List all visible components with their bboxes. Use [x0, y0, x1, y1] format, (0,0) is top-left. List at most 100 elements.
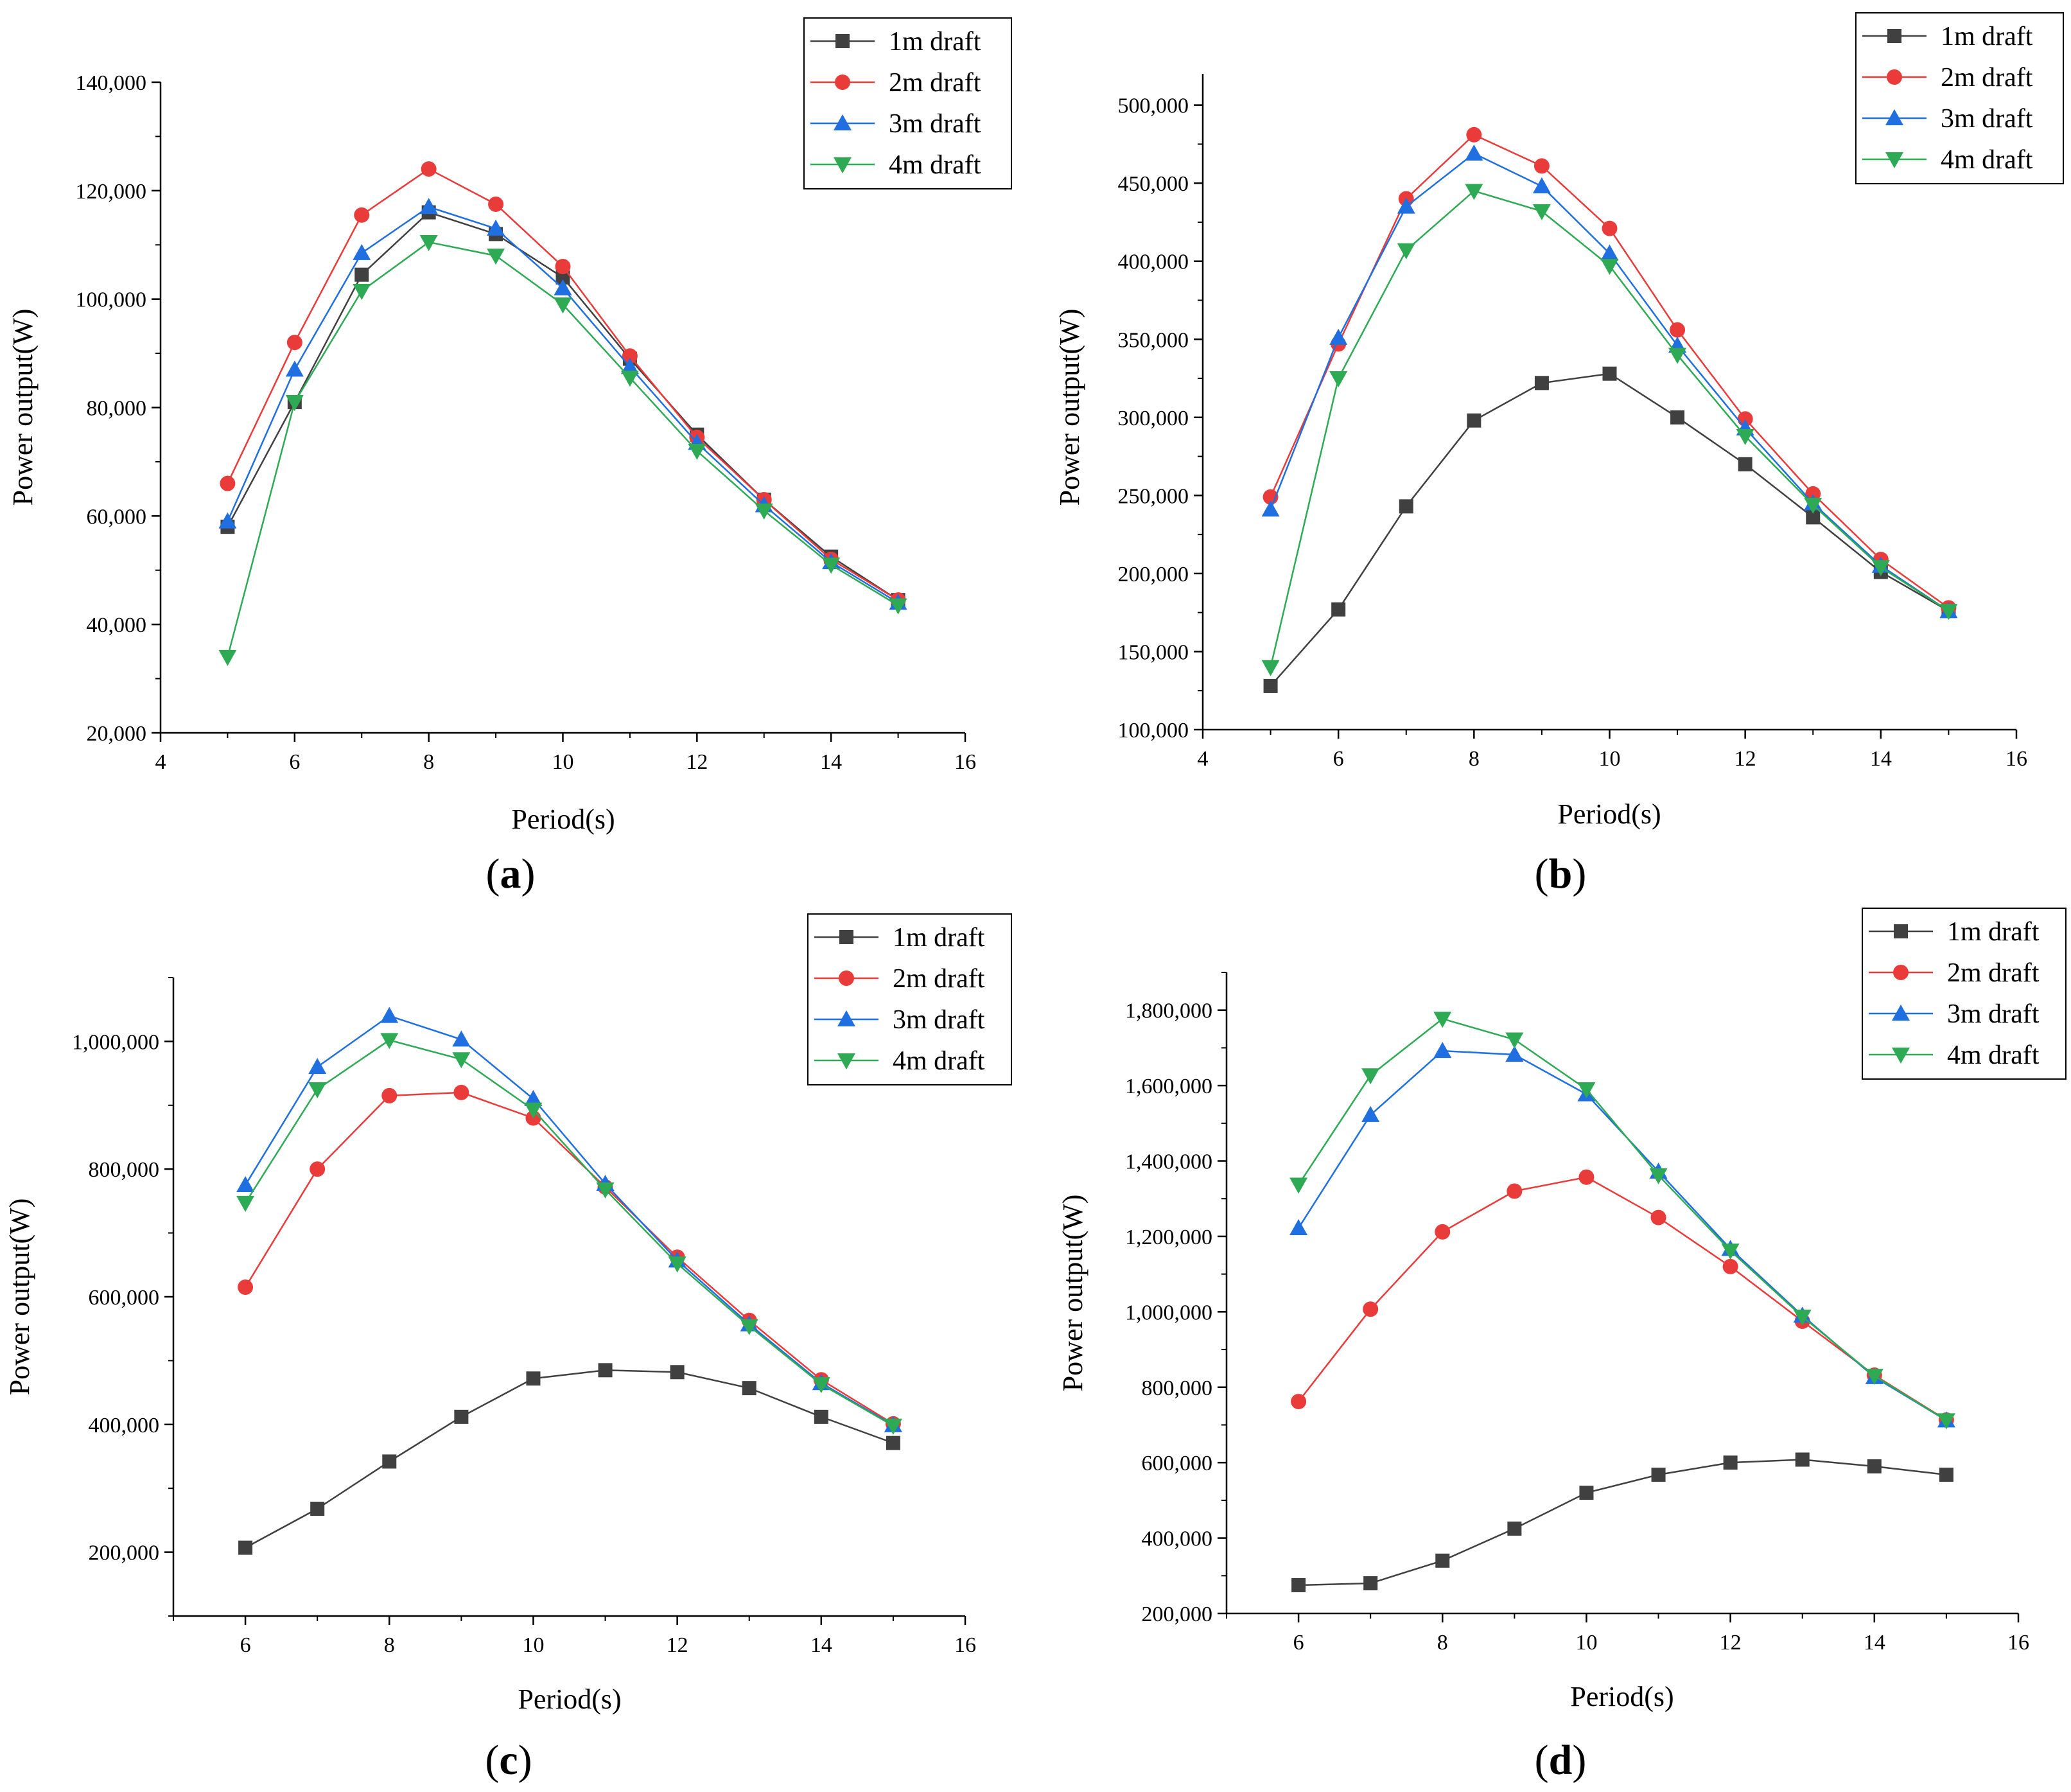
x-tick-label: 16 — [954, 750, 976, 774]
series-line — [1298, 1459, 1947, 1586]
series-line — [1298, 1017, 1947, 1421]
series-line — [1298, 1050, 1947, 1421]
data-point — [1722, 1258, 1738, 1274]
data-point — [1507, 1521, 1522, 1536]
legend-label: 2m draft — [889, 68, 981, 98]
data-point — [285, 360, 304, 377]
data-point — [1668, 347, 1687, 364]
y-tick-label: 1,000,000 — [1125, 1301, 1212, 1324]
data-point — [1600, 259, 1619, 276]
data-point — [1867, 1459, 1882, 1474]
series-line — [245, 1091, 894, 1425]
data-point — [1465, 144, 1483, 161]
data-point — [1602, 366, 1617, 381]
x-tick-label: 16 — [2005, 747, 2027, 771]
legend-label: 1m draft — [1947, 917, 2040, 947]
data-point — [1263, 678, 1278, 693]
data-point — [1261, 500, 1280, 517]
y-axis-title: Power output(W) — [7, 309, 39, 506]
x-tick-label: 14 — [1864, 1631, 1885, 1655]
series-line — [227, 168, 899, 601]
data-point — [1937, 1413, 1955, 1430]
data-point — [554, 279, 572, 295]
data-point — [526, 1371, 541, 1386]
data-point — [524, 1102, 543, 1119]
x-tick-label: 8 — [1469, 747, 1480, 771]
x-tick-label: 8 — [384, 1633, 395, 1657]
legend-marker — [1885, 109, 1903, 125]
legend-marker — [1885, 152, 1903, 168]
y-tick-label: 20,000 — [87, 722, 147, 746]
legend: 1m draft 2m draft 3m draft 4m draft — [1862, 908, 2067, 1080]
x-axis-title: Period(s) — [1557, 798, 1661, 830]
data-point — [353, 243, 371, 260]
data-point — [354, 207, 370, 223]
data-point — [1577, 1082, 1596, 1098]
legend: 1m draft 2m draft 3m draft 4m draft — [807, 913, 1012, 1085]
data-point — [421, 161, 437, 177]
data-point — [620, 371, 639, 387]
x-tick-label: 14 — [810, 1633, 832, 1657]
data-point — [454, 1409, 469, 1424]
data-point — [1329, 328, 1348, 345]
data-point — [670, 1365, 685, 1380]
data-point — [1397, 197, 1415, 214]
data-point — [755, 503, 773, 520]
data-point — [620, 358, 639, 374]
x-tick-label: 10 — [552, 750, 574, 774]
panel-d: 6 8 10 12 14 16 200,000 400,000 600,000 800,000 1,… — [1057, 908, 2067, 1784]
data-point — [419, 235, 438, 252]
series-2m-draft — [220, 161, 906, 608]
data-point — [1435, 1553, 1450, 1568]
data-point — [238, 1540, 253, 1555]
data-point — [286, 335, 302, 351]
series-3m-draft — [1261, 144, 1958, 619]
data-point — [1723, 1455, 1738, 1470]
data-point — [1865, 1369, 1883, 1385]
data-point — [622, 348, 638, 364]
data-point — [524, 1089, 543, 1106]
data-point — [1363, 1301, 1379, 1317]
data-point — [812, 1377, 830, 1394]
series-4m-draft — [1261, 184, 1958, 676]
y-tick-label: 400,000 — [1142, 1527, 1213, 1551]
series-3m-draft — [1289, 1042, 1955, 1428]
legend-marker — [1893, 965, 1909, 980]
data-point — [1651, 1467, 1666, 1482]
y-tick-label: 1,000,000 — [72, 1030, 159, 1054]
data-point — [1466, 127, 1482, 143]
series-line — [245, 1015, 894, 1426]
data-point — [310, 1161, 326, 1177]
data-point — [1793, 1309, 1812, 1326]
legend-marker — [1887, 69, 1902, 85]
data-point — [1361, 1068, 1380, 1085]
y-tick-label: 200,000 — [1142, 1603, 1213, 1626]
x-tick-label: 6 — [289, 750, 300, 774]
data-point — [554, 297, 572, 314]
data-point — [1361, 1105, 1380, 1122]
x-tick-label: 16 — [2007, 1631, 2029, 1655]
legend-marker — [837, 1053, 855, 1069]
x-tick-label: 14 — [1870, 747, 1892, 771]
data-point — [382, 1454, 397, 1469]
data-point — [1805, 486, 1821, 502]
legend-label: 1m draft — [889, 27, 981, 57]
y-tick-label: 200,000 — [89, 1542, 160, 1565]
x-axis-title: Period(s) — [1570, 1681, 1673, 1712]
data-point — [1433, 1012, 1452, 1028]
series-4m-draft — [236, 1033, 902, 1435]
data-point — [419, 198, 438, 215]
data-point — [452, 1052, 471, 1069]
legend-label: 2m draft — [893, 964, 985, 994]
data-point — [238, 1279, 254, 1296]
data-point — [1534, 158, 1550, 174]
legend-marker — [835, 75, 850, 90]
legend: 1m draft 2m draft 3m draft 4m draft — [803, 17, 1012, 189]
y-axis-title: Power output(W) — [4, 1199, 35, 1396]
data-point — [1579, 1486, 1594, 1500]
y-tick-label: 40,000 — [87, 613, 147, 637]
legend-label: 1m draft — [1941, 22, 2033, 51]
series-2m-draft — [238, 1084, 901, 1432]
series-1m-draft — [1291, 1452, 1953, 1592]
data-point — [452, 1030, 471, 1047]
